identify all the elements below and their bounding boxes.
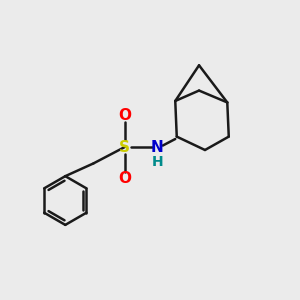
Text: O: O xyxy=(118,171,131,186)
Text: S: S xyxy=(119,140,130,154)
Text: N: N xyxy=(151,140,164,154)
Text: H: H xyxy=(152,155,163,169)
Text: O: O xyxy=(118,108,131,123)
